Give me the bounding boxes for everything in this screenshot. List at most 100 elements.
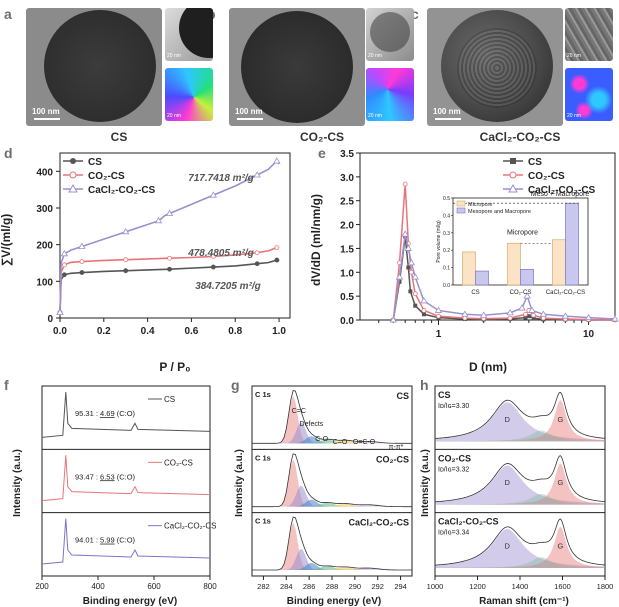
series-line-1 (59, 246, 280, 313)
data-point (253, 171, 261, 178)
tem-image-cacl2-co2-cs: 100 nm (427, 8, 563, 126)
ratio-oxygen: 4.69 (100, 409, 115, 418)
scale-label-small: 20 nm (567, 53, 581, 59)
data-point (406, 265, 411, 270)
x-tick-label: 1 (436, 329, 442, 340)
data-point (402, 181, 408, 187)
panel-sample-label: CO₂-CS (376, 454, 409, 464)
plot-frame (41, 385, 211, 577)
data-point (210, 254, 216, 259)
y-tick-label: 0 (47, 314, 53, 325)
x-tick-label: 400 (91, 582, 105, 591)
composition-ratio: 93.47 : 6.53 (C:O) (75, 472, 136, 481)
panel-sample-label: CO₂-CS (164, 458, 193, 467)
series-line-0 (59, 259, 280, 313)
y-tick-label: 0.0 (340, 316, 354, 327)
xps-survey-line (41, 518, 211, 565)
x-tick-label: 0.8 (228, 326, 242, 337)
x-tick-label: 0.6 (184, 326, 198, 337)
x-tick-label: 1800 (597, 582, 614, 591)
data-point (404, 244, 413, 251)
inset-bar-mesopore-and-macropore (475, 270, 489, 286)
x-tick-label: 1400 (512, 582, 529, 591)
inset-annotation: Micropore (507, 230, 538, 237)
panel-sample-label: CaCl₂-CO₂-CS (349, 518, 410, 528)
x-tick-label: 0.0 (53, 326, 67, 337)
x-tick-label: 0.4 (141, 326, 155, 337)
panel-sample-label: CaCl₂-CO₂-CS (164, 522, 216, 531)
data-point (395, 273, 404, 280)
caption-cs: CS (110, 130, 128, 144)
composition-ratio: 95.31 : 4.69 (C:O) (75, 409, 136, 418)
raman-g-band (435, 526, 605, 568)
panel-sample-label: CS (438, 390, 451, 400)
raman-minor-band (435, 493, 605, 505)
inset-bar-mesopore-and-macropore (565, 202, 579, 286)
raman-minor-band (435, 430, 605, 442)
legend-cacl2-co2-cs: CaCl₂-CO₂-CS (528, 185, 596, 196)
fft-map-cs: 20 nm (165, 68, 213, 121)
c1s-component-3 (252, 439, 412, 444)
data-point (411, 273, 419, 280)
c1s-component-3 (252, 566, 412, 570)
x-axis-label: Raman shift (cm⁻¹) (479, 596, 569, 607)
x-axis-label: D (nm) (469, 360, 507, 374)
data-point (539, 310, 548, 317)
data-point (209, 191, 218, 198)
legend-cs: CS (528, 157, 542, 168)
c1s-envelope (252, 453, 413, 508)
inset-legend-label: Micropore (468, 202, 492, 208)
panel-sample-label: CO₂-CS (438, 453, 471, 463)
peak-label: Defects (300, 421, 324, 428)
data-point (79, 259, 85, 264)
composition-ratio: 94.01 : 5.99 (C:O) (75, 536, 136, 545)
data-point (123, 257, 129, 263)
data-point (412, 291, 418, 297)
bet-annotation-cs: 384.7205 m²/g (195, 281, 261, 292)
y-axis-label: Intensity (a.u.) (234, 449, 245, 517)
raman-g-band (435, 463, 605, 505)
data-point (61, 262, 67, 268)
data-point (421, 312, 426, 317)
inset-legend-swatch (456, 207, 466, 214)
data-point (528, 306, 536, 313)
x-axis-label: P / P₀ (159, 360, 190, 374)
intensity-ratio: Iᴅ/Iɢ=3.30 (438, 403, 469, 410)
data-point (407, 258, 416, 266)
data-point (421, 308, 427, 313)
y-tick-label: 1.0 (340, 268, 354, 279)
scale-label: 100 nm (235, 107, 263, 116)
raman-d-band (435, 402, 605, 442)
peak-label: C=C (292, 408, 306, 415)
y-tick-label: 3.5 (340, 149, 354, 160)
data-point (531, 316, 536, 321)
x-tick-label: 290 (349, 582, 362, 591)
y-tick-label: 2.5 (340, 197, 354, 208)
caption-cacl2-co2-cs: CaCl₂-CO₂-CS (479, 130, 561, 144)
panel-sample-label: CaCl₂-CO₂-CS (438, 517, 499, 527)
scale-label-small: 20 nm (567, 113, 581, 119)
data-point (273, 157, 281, 164)
y-tick-label: 0.5 (340, 292, 354, 303)
data-point (154, 217, 163, 224)
data-point (61, 272, 67, 278)
data-point (506, 309, 514, 316)
inset-annotation: Meso + Macropore (531, 191, 590, 198)
x-tick-label: 10 (583, 329, 595, 340)
data-point (523, 311, 528, 317)
data-point (167, 266, 172, 272)
data-point (165, 209, 174, 216)
raman-envelope (434, 518, 606, 568)
inset-category-label: CS (471, 290, 479, 296)
panel-sample-label: CS (164, 395, 175, 404)
inset-bar-micropore (462, 251, 476, 286)
c1s-component-0 (252, 396, 412, 444)
raman-d-band (435, 529, 605, 568)
hrtem-image-cacl2-co2-cs: 20 nm (565, 8, 613, 61)
legend-co2-cs: CO₂-CS (88, 171, 125, 182)
data-point (420, 297, 428, 304)
xps-survey-line (41, 391, 211, 438)
x-tick-label: 600 (147, 582, 161, 591)
inset-legend-swatch (456, 200, 466, 207)
legend-marker-co2 (509, 171, 517, 179)
